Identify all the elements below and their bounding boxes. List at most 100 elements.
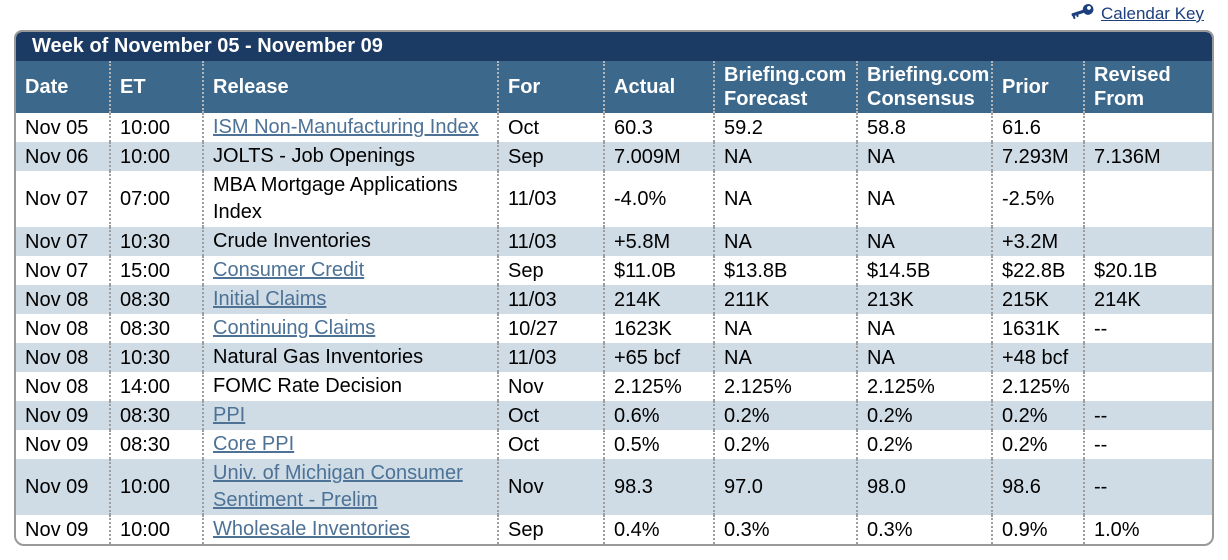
cell-date: Nov 06 [16,142,110,171]
table-row: Nov 05 10:00 ISM Non-Manufacturing Index Oc… [16,113,1212,142]
table-row: Nov 06 10:00 JOLTS - Job Openings Sep 7.009M… [16,142,1212,171]
cell-release: MBA Mortgage Applications Index [202,171,498,227]
cell-consensus: 0.3% [856,515,992,544]
cell-revised: 7.136M [1083,142,1212,171]
table-row: Nov 07 15:00 Consumer Credit Sep $11.0B $13.8… [16,256,1212,285]
cell-revised: -- [1083,459,1212,515]
release-label: Crude Inventories [213,230,371,252]
cell-for: 10/27 [497,314,604,343]
cell-release: FOMC Rate Decision [202,372,498,401]
cell-date: Nov 09 [16,401,110,430]
cell-consensus: 98.0 [856,459,992,515]
release-link[interactable]: Initial Claims [213,288,327,310]
release-label: FOMC Rate Decision [213,375,402,397]
week-title: Week of November 05 - November 09 [16,32,1212,61]
cell-consensus: NA [856,171,992,227]
release-link[interactable]: Continuing Claims [213,317,376,339]
cell-et: 14:00 [109,372,203,401]
table-row: Nov 07 10:30 Crude Inventories 11/03 +5.8M NA… [16,227,1212,256]
cell-revised: 214K [1083,285,1212,314]
table-row: Nov 09 08:30 Core PPI Oct 0.5% 0.2% 0.2% 0.2% -- [16,430,1212,459]
cell-revised [1083,227,1212,256]
cell-for: 11/03 [497,343,604,372]
cell-date: Nov 08 [16,343,110,372]
cell-release: Wholesale Inventories [202,515,498,544]
table-row: Nov 07 07:00 MBA Mortgage Applications Ind… [16,171,1212,227]
cell-prior: +3.2M [991,227,1084,256]
cell-release: Natural Gas Inventories [202,343,498,372]
cell-forecast: 0.3% [713,515,857,544]
calendar-grid: Date ET Release For Actual Briefing.com Forec… [16,61,1212,544]
cell-for: Oct [497,401,604,430]
release-link[interactable]: Univ. of Michigan Consumer Sentiment - P… [213,462,463,511]
cell-for: Nov [497,459,604,515]
cell-for: Oct [497,113,604,142]
cell-prior: $22.8B [991,256,1084,285]
cell-date: Nov 09 [16,459,110,515]
cell-consensus: NA [856,227,992,256]
column-header-actual: Actual [603,61,714,113]
cell-et: 08:30 [109,314,203,343]
cell-consensus: 213K [856,285,992,314]
cell-prior: +48 bcf [991,343,1084,372]
cell-et: 08:30 [109,401,203,430]
table-row: Nov 09 08:30 PPI Oct 0.6% 0.2% 0.2% 0.2% -- [16,401,1212,430]
cell-revised: $20.1B [1083,256,1212,285]
release-link[interactable]: Core PPI [213,433,295,455]
table-row: Nov 08 14:00 FOMC Rate Decision Nov 2.125% 2.… [16,372,1212,401]
cell-prior: 98.6 [991,459,1084,515]
cell-actual: 7.009M [603,142,714,171]
cell-release: Crude Inventories [202,227,498,256]
cell-date: Nov 08 [25,317,89,340]
cell-forecast: 211K [713,285,857,314]
cell-forecast: NA [713,314,857,343]
cell-et: 10:00 [109,459,203,515]
cell-prior: 0.2% [991,430,1084,459]
cell-prior: 215K [991,285,1084,314]
cell-release: JOLTS - Job Openings [202,142,498,171]
calendar-key-label: Calendar Key [1100,4,1204,23]
cell-release: Univ. of Michigan Consumer Sentiment - P… [202,459,498,515]
cell-actual: +5.8M [603,227,714,256]
cell-date: Nov 07 [25,188,89,210]
cell-forecast: 0.2% [713,401,857,430]
cell-prior: 61.6 [991,113,1084,142]
calendar-key-link[interactable]: Calendar Key [1070,2,1204,27]
cell-date: Nov 08 [16,285,110,314]
table-row: Nov 09 10:00 Wholesale Inventories Sep 0.4% 0… [16,515,1212,544]
table-row: Nov 08 08:30 Initial Claims 11/03 214K 211K 21… [16,285,1212,314]
cell-et: 10:00 [109,113,203,142]
cell-actual: $11.0B [603,256,714,285]
economic-calendar-table: Week of November 05 - November 09 Date ET… [14,30,1214,546]
cell-for: Sep [497,142,604,171]
cell-consensus: NA [856,343,992,372]
cell-actual: 98.3 [603,459,714,515]
cell-actual: +65 bcf [603,343,714,372]
cell-et: 10:00 [109,142,203,171]
release-link[interactable]: Consumer Credit [213,259,365,281]
cell-consensus: 0.2% [856,430,992,459]
column-header-release: Release [202,61,498,113]
cell-consensus: $14.5B [856,256,992,285]
cell-prior: 7.293M [991,142,1084,171]
release-link[interactable]: ISM Non-Manufacturing Index [213,116,479,138]
cell-consensus: 58.8 [856,113,992,142]
release-link[interactable]: Wholesale Inventories [213,518,410,540]
cell-forecast: 59.2 [713,113,857,142]
cell-for: Sep [497,256,604,285]
cell-for: 11/03 [497,227,604,256]
cell-date: Nov 08 [25,375,89,398]
cell-forecast: NA [713,171,857,227]
cell-et: 10:30 [109,343,203,372]
cell-et: 07:00 [109,171,203,227]
release-link[interactable]: PPI [213,404,246,426]
cell-actual: 2.125% [603,372,714,401]
cell-for: Nov [497,372,604,401]
key-icon [1070,2,1096,27]
cell-date: Nov 09 [25,433,89,456]
cell-release: PPI [202,401,498,430]
cell-actual: 0.5% [603,430,714,459]
cell-date: Nov 05 [25,116,89,139]
cell-consensus: 2.125% [856,372,992,401]
cell-forecast: NA [713,343,857,372]
